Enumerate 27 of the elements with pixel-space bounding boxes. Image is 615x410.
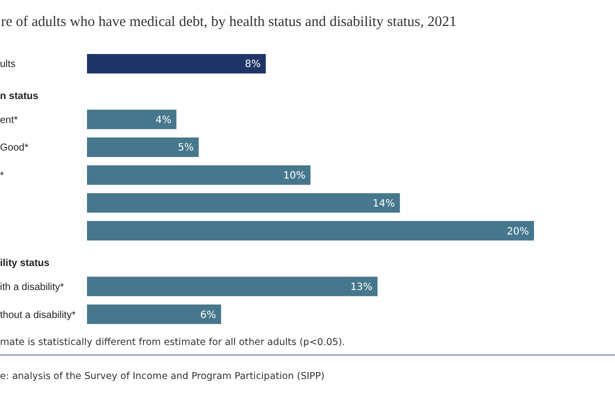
data-label: 20% [506,226,529,238]
bar [87,193,400,213]
bar [87,138,199,157]
bar [87,221,534,240]
data-label: 8% [244,59,261,70]
y-tick-label: ility status [0,258,50,270]
bar [87,110,176,130]
bar [87,165,310,185]
bar [87,54,266,74]
data-label: 10% [283,170,306,182]
chart-title: re of adults who have medical debt, by health status and disability status, 2021 [1,14,456,30]
y-tick-label: Good* [0,142,28,154]
data-label: 6% [200,310,216,321]
bar [87,276,378,296]
data-label: 13% [350,282,373,293]
data-label: 14% [372,198,395,210]
y-tick-label: thout a disability* [0,310,76,321]
text: e: analysis of the Survey of Income and Program Participation (SIPP) [0,371,325,382]
bar [87,304,222,324]
text: mate is statistically different from estimate for all other adults (p<0.05). [0,337,346,348]
y-tick-label: * [0,170,4,182]
y-tick-label: ent* [0,114,18,126]
y-tick-label: ith a disability* [0,282,64,293]
y-tick-label: n status [0,91,39,102]
data-label: 5% [178,142,194,154]
data-label: 4% [156,114,172,126]
y-tick-label: ults [0,59,16,70]
